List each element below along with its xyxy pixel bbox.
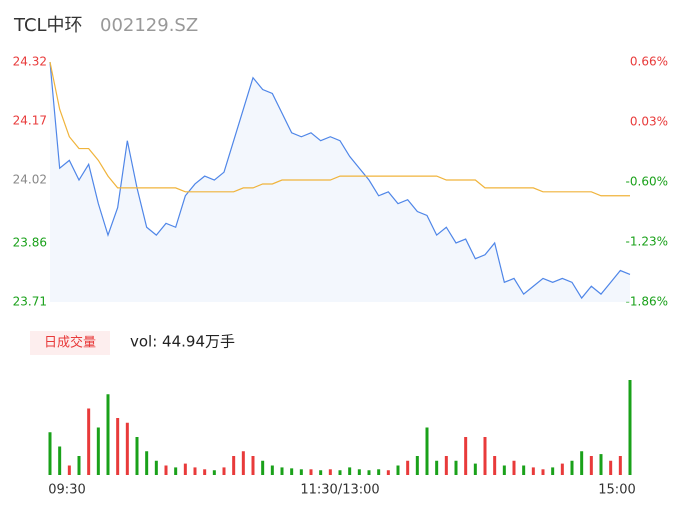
volume-bar	[560, 463, 564, 475]
volume-bar	[570, 460, 574, 475]
volume-bar	[464, 437, 468, 475]
y2-tick-label: -0.60%	[626, 175, 668, 189]
volume-text: vol: 44.94万手	[130, 333, 235, 351]
y2-tick-label: 0.03%	[630, 115, 668, 129]
x-tick-label: 15:00	[598, 483, 635, 498]
volume-bar	[357, 469, 361, 475]
volume-bar	[232, 456, 236, 475]
volume-bar	[280, 467, 284, 475]
volume-bar	[261, 460, 265, 475]
volume-bar	[473, 463, 477, 475]
volume-bar	[251, 456, 255, 475]
volume-bar	[377, 469, 381, 475]
volume-bar	[580, 451, 584, 475]
y2-tick-label: -1.23%	[626, 235, 668, 249]
price-area	[50, 62, 630, 302]
chart-subtitle: 002129.SZ	[100, 15, 198, 36]
volume-bar	[618, 456, 622, 475]
volume-bar	[551, 467, 555, 475]
volume-bar	[299, 469, 303, 475]
volume-bar	[386, 470, 390, 475]
volume-bar	[444, 456, 448, 475]
volume-bar	[367, 470, 371, 475]
volume-bar	[396, 465, 400, 475]
y-tick-label: 23.86	[13, 235, 47, 249]
y2-tick-label: 0.66%	[630, 55, 668, 69]
volume-bar	[609, 460, 613, 475]
x-tick-label: 09:30	[48, 483, 85, 498]
volume-bar	[241, 451, 245, 475]
volume-bar	[435, 460, 439, 475]
volume-bar	[522, 465, 526, 475]
volume-bar	[77, 456, 81, 475]
volume-bar	[116, 418, 120, 475]
volume-bar	[319, 470, 323, 475]
volume-bar	[48, 432, 52, 475]
volume-bar	[183, 463, 187, 475]
chart-title: TCL中环	[13, 15, 83, 36]
volume-bar	[483, 437, 487, 475]
volume-label: 日成交量	[44, 335, 96, 351]
average-line	[49, 61, 630, 197]
volume-bar	[203, 469, 207, 475]
y2-tick-label: -1.86%	[626, 295, 668, 309]
volume-bar	[270, 465, 274, 475]
volume-bar	[174, 467, 178, 475]
volume-bar	[125, 422, 129, 475]
volume-bar	[328, 469, 332, 475]
volume-bar	[67, 465, 71, 475]
volume-bar	[425, 427, 429, 475]
volume-bar	[193, 467, 197, 475]
volume-bar	[348, 467, 352, 475]
volume-bar	[628, 380, 632, 475]
volume-bar	[106, 394, 110, 475]
volume-bar	[541, 469, 545, 475]
volume-bar	[58, 446, 62, 475]
x-tick-label: 11:30/13:00	[300, 483, 379, 498]
volume-bar	[406, 460, 410, 475]
volume-bar	[338, 470, 342, 475]
volume-bar	[531, 467, 535, 475]
volume-bar	[454, 460, 458, 475]
volume-bar	[512, 460, 516, 475]
y-tick-label: 24.32	[13, 55, 47, 69]
volume-bar	[135, 437, 139, 475]
y-tick-label: 24.02	[13, 173, 47, 187]
y-tick-label: 24.17	[13, 114, 47, 128]
volume-bar	[212, 470, 216, 475]
y-tick-label: 23.71	[13, 295, 47, 309]
volume-bar	[589, 456, 593, 475]
volume-bar	[222, 467, 226, 475]
volume-bar	[493, 456, 497, 475]
price-line	[49, 61, 631, 300]
volume-bar	[145, 451, 149, 475]
volume-bar	[154, 460, 158, 475]
volume-bar	[599, 454, 603, 475]
volume-bar	[309, 469, 313, 475]
volume-badge	[30, 331, 110, 355]
volume-bar	[290, 468, 294, 475]
volume-bar	[96, 427, 100, 475]
volume-bar	[87, 408, 91, 475]
volume-bar	[164, 465, 168, 475]
volume-bar	[502, 465, 506, 475]
volume-bar	[415, 456, 419, 475]
